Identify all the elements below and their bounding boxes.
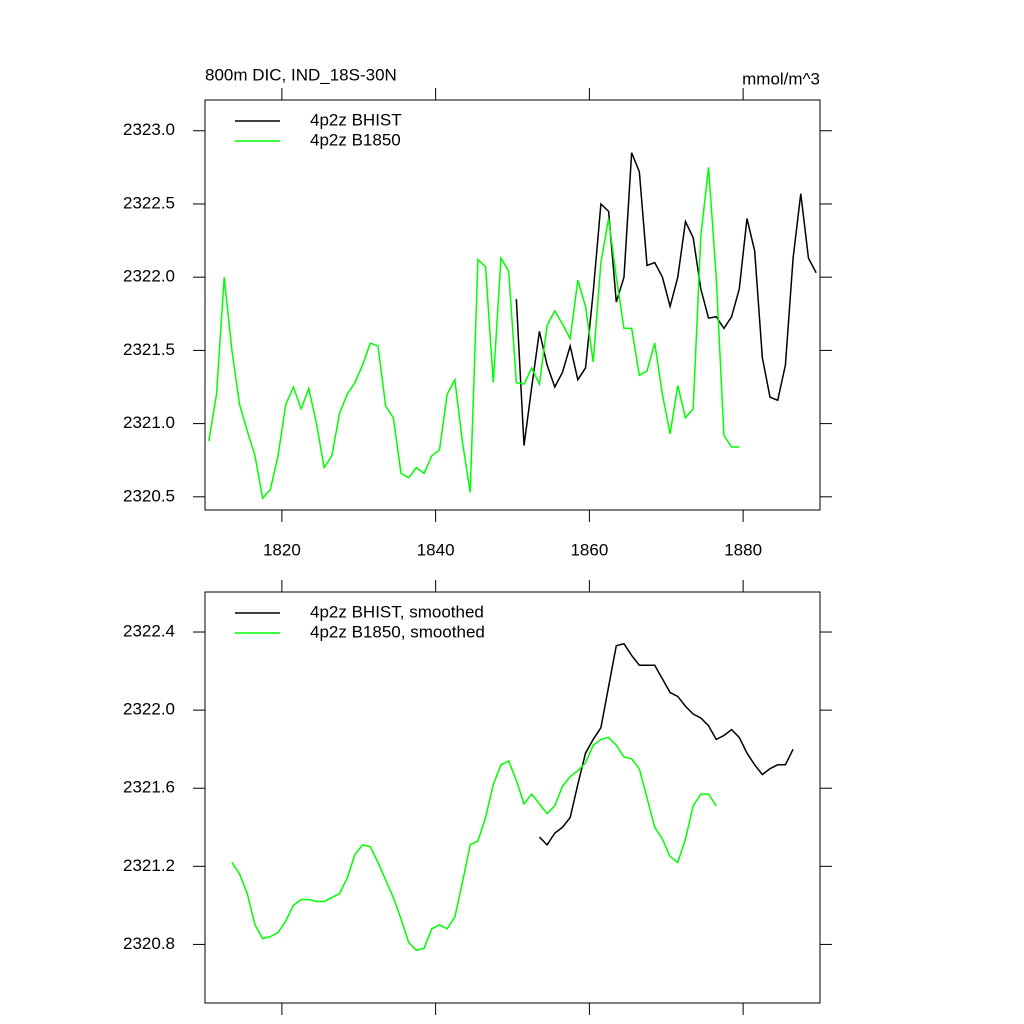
legend-label: 4p2z BHIST (310, 110, 402, 129)
x-tick-label: 1860 (570, 540, 608, 559)
y-tick-label: 2320.8 (123, 934, 175, 953)
y-tick-label: 2322.0 (123, 700, 175, 719)
plot-frame (204, 591, 821, 1004)
legend-label: 4p2z B1850, smoothed (310, 622, 485, 641)
series-line (208, 167, 740, 500)
y-tick-label: 2320.5 (123, 486, 175, 505)
y-tick-label: 2322.0 (123, 267, 175, 286)
plot-frame (204, 99, 821, 511)
y-tick-label: 2321.6 (123, 778, 175, 797)
y-tick-label: 2322.5 (123, 193, 175, 212)
series-line (231, 736, 717, 952)
x-tick-label: 1820 (263, 540, 301, 559)
y-tick-label: 2321.2 (123, 856, 175, 875)
series-line (515, 152, 817, 446)
y-tick-label: 2322.4 (123, 622, 175, 641)
x-tick-label: 1840 (417, 540, 455, 559)
y-tick-label: 2321.0 (123, 413, 175, 432)
y-tick-label: 2321.5 (123, 340, 175, 359)
series-line (538, 642, 794, 847)
chart-title: 800m DIC, IND_18S-30N (205, 65, 397, 84)
y-tick-label: 2323.0 (123, 120, 175, 139)
x-tick-label: 1880 (724, 540, 762, 559)
units-label: mmol/m^3 (742, 69, 820, 88)
legend-label: 4p2z B1850 (310, 130, 401, 149)
legend-label: 4p2z BHIST, smoothed (310, 602, 484, 621)
